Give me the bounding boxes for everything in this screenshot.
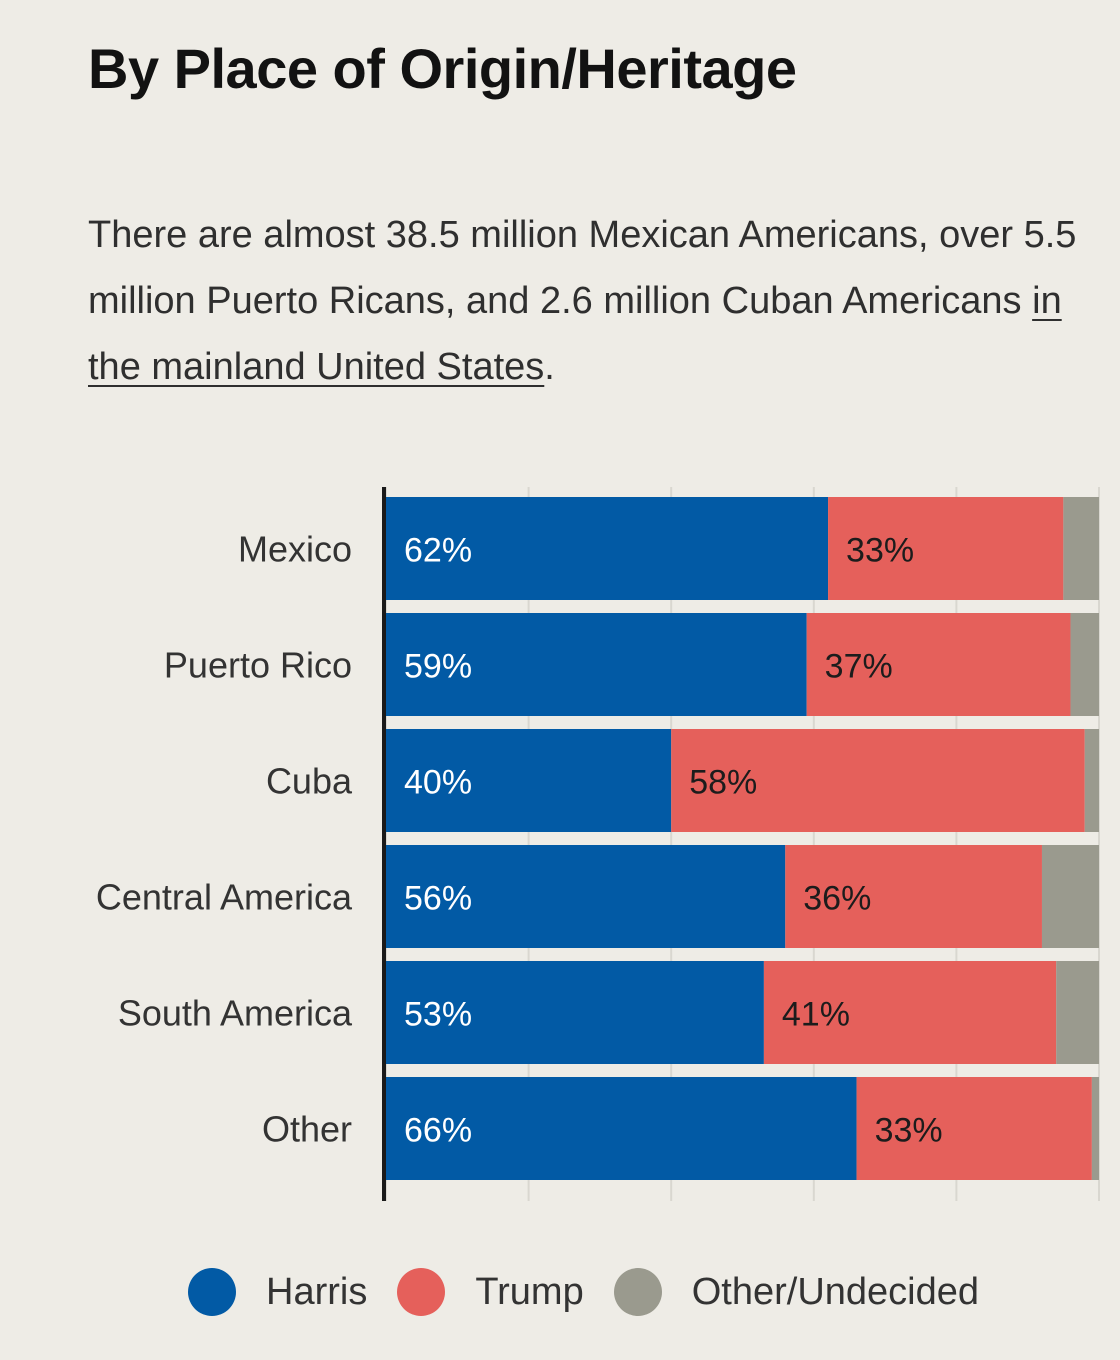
stacked-bar-chart: Mexico 62% 33% Puerto Rico 59% 37% Cuba 40% 58% C…: [96, 487, 1100, 1201]
data-label-harris: 56%: [404, 880, 472, 918]
data-label-harris: 40%: [404, 764, 472, 802]
bar-harris: [386, 961, 764, 1064]
data-label-harris: 59%: [404, 648, 472, 686]
source-link[interactable]: in the mainland United States: [88, 280, 1062, 388]
bar-other-undecided: [1084, 729, 1099, 832]
bar-other-undecided: [1091, 1077, 1099, 1180]
legend-item-other: Other/Undecided: [613, 1268, 980, 1316]
legend-label-other: Other/Undecided: [691, 1270, 980, 1313]
other-dot-icon: [613, 1268, 662, 1316]
bar-other-undecided: [1056, 961, 1099, 1064]
category-label: Central America: [96, 877, 353, 918]
bar-other-undecided: [1041, 845, 1099, 948]
category-label: South America: [118, 993, 353, 1034]
legend-item-trump: Trump: [397, 1268, 584, 1316]
legend-item-harris: Harris: [188, 1268, 367, 1316]
data-label-trump: 33%: [846, 532, 914, 570]
category-label: Other: [262, 1109, 352, 1150]
legend-label-trump: Trump: [475, 1270, 584, 1313]
category-label: Cuba: [266, 761, 353, 802]
data-label-harris: 53%: [404, 996, 472, 1034]
data-label-harris: 62%: [404, 532, 472, 570]
bar-harris: [386, 497, 829, 600]
bar-trump: [671, 729, 1085, 832]
data-label-trump: 41%: [782, 996, 850, 1034]
trump-dot-icon: [397, 1268, 446, 1316]
chart-title: By Place of Origin/Heritage: [88, 37, 797, 100]
bar-other-undecided: [1063, 497, 1099, 600]
chart-description: There are almost 38.5 million Mexican Am…: [88, 202, 1078, 400]
bar-other-undecided: [1070, 613, 1099, 716]
data-label-harris: 66%: [404, 1112, 472, 1150]
bar-trump: [763, 961, 1057, 1064]
data-label-trump: 58%: [689, 764, 757, 802]
chart-legend: Harris Trump Other/Undecided: [188, 1262, 1009, 1322]
bar-harris: [386, 729, 672, 832]
bar-trump: [785, 845, 1042, 948]
description-text: There are almost 38.5 million Mexican Am…: [88, 214, 1077, 322]
bar-harris: [386, 613, 807, 716]
harris-dot-icon: [188, 1268, 236, 1316]
bar-trump: [828, 497, 1064, 600]
category-label: Mexico: [238, 529, 352, 570]
data-label-trump: 37%: [825, 648, 893, 686]
category-label: Puerto Rico: [164, 645, 352, 686]
legend-label-harris: Harris: [266, 1270, 368, 1313]
bar-trump: [856, 1077, 1092, 1180]
data-label-trump: 36%: [803, 880, 871, 918]
bar-trump: [806, 613, 1071, 716]
data-label-trump: 33%: [875, 1112, 943, 1150]
description-end: .: [544, 346, 555, 388]
bar-harris: [386, 845, 786, 948]
bar-harris: [386, 1077, 857, 1180]
